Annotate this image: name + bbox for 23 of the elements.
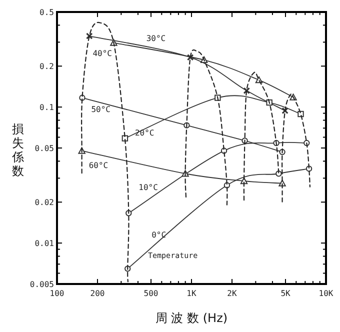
y-tick-label: 0.2 xyxy=(40,62,54,72)
x-axis-title: 周 波 数 (Hz) xyxy=(155,311,228,325)
y-tick-label: 0.005 xyxy=(30,280,54,289)
series-label: 50°C xyxy=(91,104,111,114)
series-label: 10°C xyxy=(138,183,158,192)
series-label: 30°C xyxy=(146,34,166,44)
x-tick-label: 2K xyxy=(227,289,237,298)
y-axis-title: 損失係数 xyxy=(11,122,24,178)
series-label: 40°C xyxy=(92,48,112,58)
x-tick-label: 200 xyxy=(90,289,105,298)
y-tick-label: 0.01 xyxy=(34,239,54,248)
y-tick-label: 0.02 xyxy=(34,198,54,208)
series-label: 60°C xyxy=(88,160,108,170)
x-tick-label: 5K xyxy=(280,289,291,298)
series-label: 0°C xyxy=(152,230,166,240)
x-tick-label: 10K xyxy=(318,289,334,298)
x-tick-label: 500 xyxy=(144,289,158,298)
series-label: 20°C xyxy=(134,128,154,138)
x-tick-label: 1K xyxy=(186,289,196,298)
x-tick-label: 100 xyxy=(50,289,64,298)
y-tick-label: 0.1 xyxy=(40,103,54,112)
y-tick-label: 0.05 xyxy=(34,144,54,153)
y-tick-label: 0.5 xyxy=(40,8,54,17)
